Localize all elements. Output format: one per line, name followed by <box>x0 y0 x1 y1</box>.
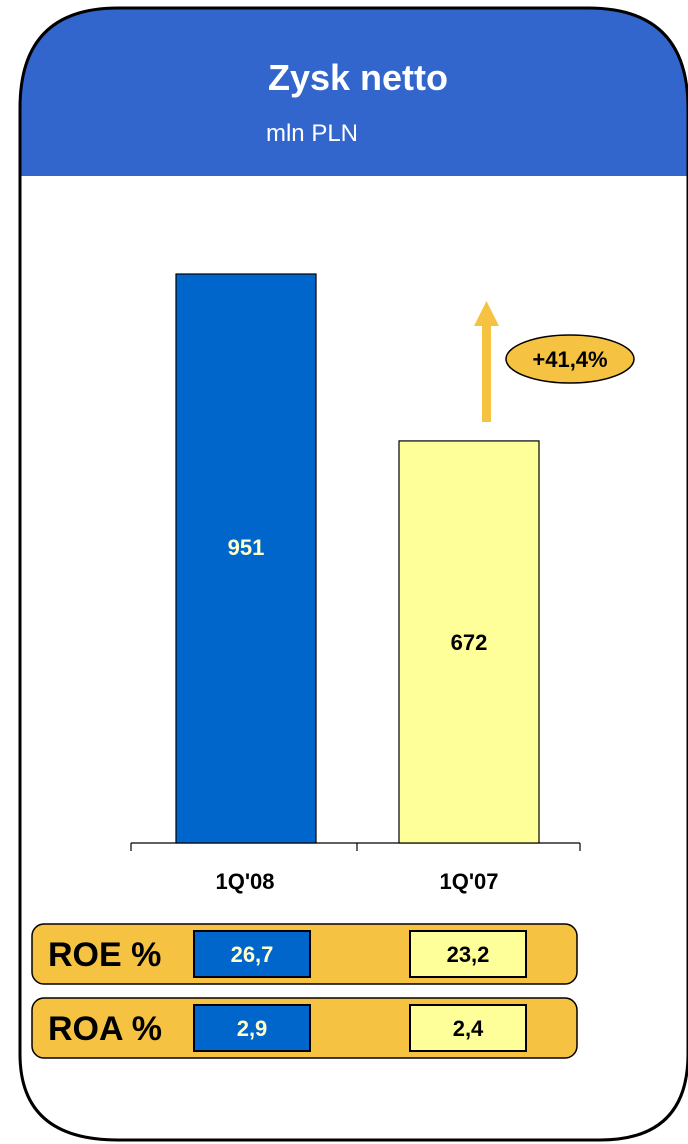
growth-arrow-icon <box>474 301 499 422</box>
panel-border <box>18 6 688 1142</box>
change-badge-label: +41,4% <box>532 347 607 372</box>
metric-value-box-2-2 <box>409 1004 527 1052</box>
metric-value-box-1-1 <box>193 930 311 978</box>
bar-1q07 <box>398 440 540 844</box>
change-badge <box>505 334 635 384</box>
metric-value-2-1: 2,9 <box>237 1016 268 1041</box>
bar-1q08 <box>175 273 317 844</box>
metric-value-box-1-2 <box>409 930 527 978</box>
bar-value-label-1q08: 951 <box>228 535 265 560</box>
bar-value-label-1q07: 672 <box>451 630 488 655</box>
chart-subtitle: mln PLN <box>266 120 358 147</box>
category-label-1q07: 1Q'07 <box>439 869 498 894</box>
metric-value-1-2: 23,2 <box>447 942 490 967</box>
category-label-1q08: 1Q'08 <box>215 869 274 894</box>
header-band <box>20 8 688 176</box>
metric-value-1-1: 26,7 <box>231 942 274 967</box>
metrics-table: ROE % 26,7 23,2 ROA % 2,9 2,4 <box>31 923 578 1059</box>
metric-label-1: ROE % <box>48 936 161 974</box>
metric-label-2: ROA % <box>48 1010 162 1048</box>
metric-value-box-2-1 <box>193 1004 311 1052</box>
metric-value-2-2: 2,4 <box>453 1016 484 1041</box>
chart-title: Zysk netto <box>268 57 448 98</box>
